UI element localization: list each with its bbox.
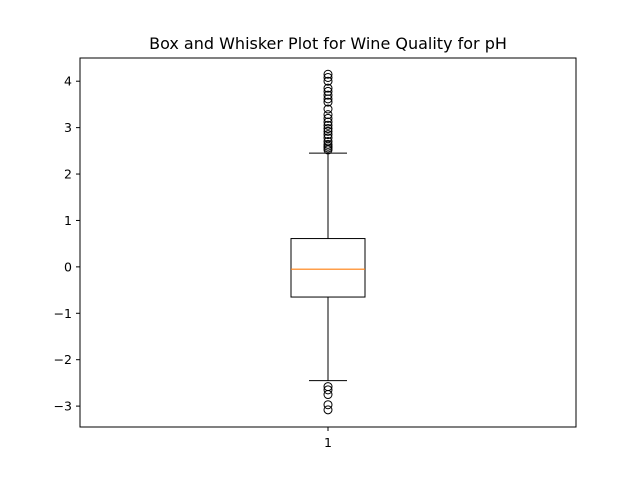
outlier-point: [323, 76, 333, 86]
y-tick-label: 1: [64, 213, 72, 228]
x-axis: 1: [324, 427, 332, 450]
outlier-point: [323, 113, 333, 123]
y-axis: −3 −2 −1 0 1 2 3 4: [54, 74, 80, 414]
y-tick-label: −2: [54, 352, 72, 367]
x-tick-label: 1: [324, 435, 332, 450]
outlier-point: [323, 110, 333, 120]
outlier-point: [323, 400, 333, 410]
outlier-point: [323, 94, 333, 104]
y-tick-label: 3: [64, 120, 72, 135]
outlier-point: [323, 139, 333, 149]
outlier-point: [323, 104, 333, 114]
outlier-point: [323, 86, 333, 96]
outlier-point: [323, 120, 333, 130]
outlier-point: [323, 90, 333, 100]
y-tick-label: 2: [64, 167, 72, 182]
outlier-point: [323, 405, 333, 415]
outlier-point: [323, 390, 333, 400]
outlier-point: [323, 69, 333, 79]
outlier-point: [323, 133, 333, 143]
y-tick-label: −3: [54, 399, 72, 414]
outlier-point: [323, 130, 333, 140]
outlier-point: [323, 137, 333, 147]
y-tick-label: 4: [64, 74, 72, 89]
y-tick-label: −1: [54, 306, 72, 321]
box-plot: [290, 69, 366, 415]
outlier-point: [323, 83, 333, 93]
outlier-point: [323, 72, 333, 82]
outlier-point: [323, 385, 333, 395]
chart-title: Box and Whisker Plot for Wine Quality fo…: [149, 34, 507, 53]
interquartile-box: [290, 238, 366, 298]
outlier-point: [323, 126, 333, 136]
outlier-point: [323, 117, 333, 127]
y-tick-label: 0: [64, 259, 72, 274]
outlier-point: [323, 97, 333, 107]
outlier-point: [323, 124, 333, 134]
